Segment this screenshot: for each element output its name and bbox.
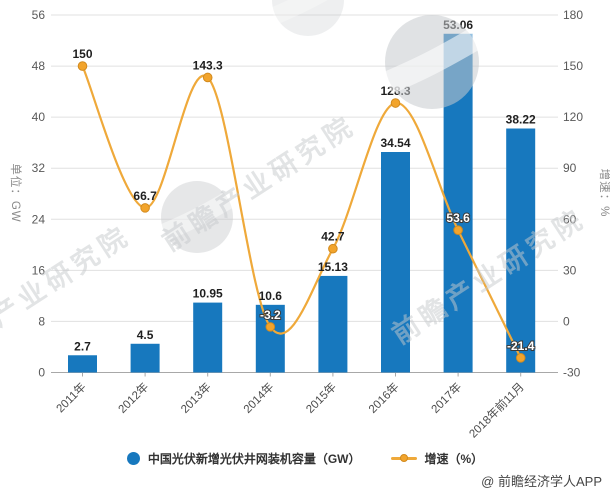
- bar: [193, 302, 223, 373]
- line-point: [77, 61, 88, 71]
- line-value-label: 66.7: [133, 189, 157, 203]
- bar-value-label: 34.54: [380, 136, 410, 150]
- combo-chart: 0 8 16 24 32 40 48 56 -30 0 30 60 90 120 150 180 单位：GW 增速…: [0, 0, 610, 441]
- bar-value-label: 2.7: [74, 339, 91, 353]
- y-tick-left: 40: [32, 110, 46, 124]
- x-tick-label: 2017年: [428, 380, 464, 416]
- line-point: [453, 225, 463, 235]
- line-point: [202, 72, 213, 83]
- line-point: [328, 243, 338, 254]
- legend-label-capacity: 中国光伏新增光伏井网装机容量（GW）: [147, 451, 361, 466]
- watermark-logo-swirl: [159, 191, 235, 242]
- bar: [130, 343, 160, 373]
- x-tick-label: 2015年: [303, 380, 339, 416]
- y-tick-left: 32: [32, 161, 46, 175]
- y-tick-right: 30: [563, 263, 577, 277]
- line-value-label: 53.6: [446, 211, 470, 225]
- bar: [318, 275, 348, 373]
- y-tick-left: 24: [32, 212, 46, 226]
- x-tick-label: 2012年: [115, 380, 151, 416]
- bar-value-label: 38.22: [506, 113, 536, 127]
- y-tick-left: 0: [38, 366, 45, 380]
- bar-series-marker-icon: [126, 451, 140, 465]
- y-tick-left: 8: [38, 314, 45, 328]
- y-tick-right: 0: [563, 314, 570, 328]
- line-series-marker-icon: [390, 454, 417, 462]
- line-series-marker-dot-icon: [399, 454, 408, 462]
- watermark-logo-swirl: [270, 0, 328, 25]
- watermark-text: 前瞻产业研究院: [386, 202, 591, 350]
- y-tick-right: 120: [563, 110, 583, 124]
- x-tick-label: 2013年: [178, 380, 214, 416]
- y-tick-left: 48: [32, 59, 46, 73]
- bar: [381, 151, 410, 373]
- y-tick-right: 150: [563, 59, 583, 73]
- bar-value-label: 10.95: [193, 287, 223, 301]
- bar-value-label: 4.5: [137, 328, 154, 342]
- line-point: [390, 98, 401, 108]
- x-tick-label: 2011年: [53, 380, 89, 416]
- line-value-label: 42.7: [321, 230, 345, 244]
- bar-value-label: 10.6: [259, 289, 283, 303]
- y-tick-right: 60: [563, 212, 577, 226]
- right-axis-title: 增速：%: [598, 169, 610, 218]
- line-point: [265, 322, 276, 332]
- x-tick-label: 2018年前11月: [466, 380, 527, 441]
- line-point: [140, 203, 150, 213]
- y-tick-left: 56: [32, 8, 46, 22]
- y-tick-left: 16: [32, 263, 46, 277]
- bar: [255, 304, 285, 373]
- line-value-label: -3.2: [260, 308, 281, 322]
- y-tick-right: 90: [563, 161, 577, 175]
- credit-watermark: @ 前瞻经济学人APP: [481, 474, 602, 489]
- watermark-text: 前瞻产业研究院: [0, 219, 136, 367]
- legend-item-capacity: 中国光伏新增光伏井网装机容量（GW）: [126, 450, 361, 467]
- bar-value-label: 15.13: [318, 260, 348, 274]
- bar: [506, 128, 536, 373]
- line-value-label: -21.4: [507, 339, 535, 353]
- legend-label-growth: 增速（%）: [424, 451, 484, 466]
- y-tick-right: 180: [563, 8, 583, 22]
- legend: 中国光伏新增光伏井网装机容量（GW） 增速（%）: [0, 447, 610, 469]
- x-tick-label: 2016年: [365, 380, 401, 416]
- left-axis-title: 单位：GW: [9, 163, 23, 222]
- bar: [68, 355, 97, 373]
- watermark-logo-icon: [272, 0, 344, 36]
- line-value-label: 143.3: [193, 58, 223, 72]
- legend-item-growth: 增速（%）: [390, 450, 484, 467]
- y-tick-right: -30: [563, 366, 581, 380]
- watermark-logo-icon: [161, 181, 233, 253]
- line-point: [515, 353, 526, 363]
- growth-line: [81, 65, 522, 359]
- watermark-logo-swirl: [382, 28, 482, 94]
- line-value-label: 150: [72, 47, 92, 61]
- x-tick-label: 2014年: [240, 380, 276, 416]
